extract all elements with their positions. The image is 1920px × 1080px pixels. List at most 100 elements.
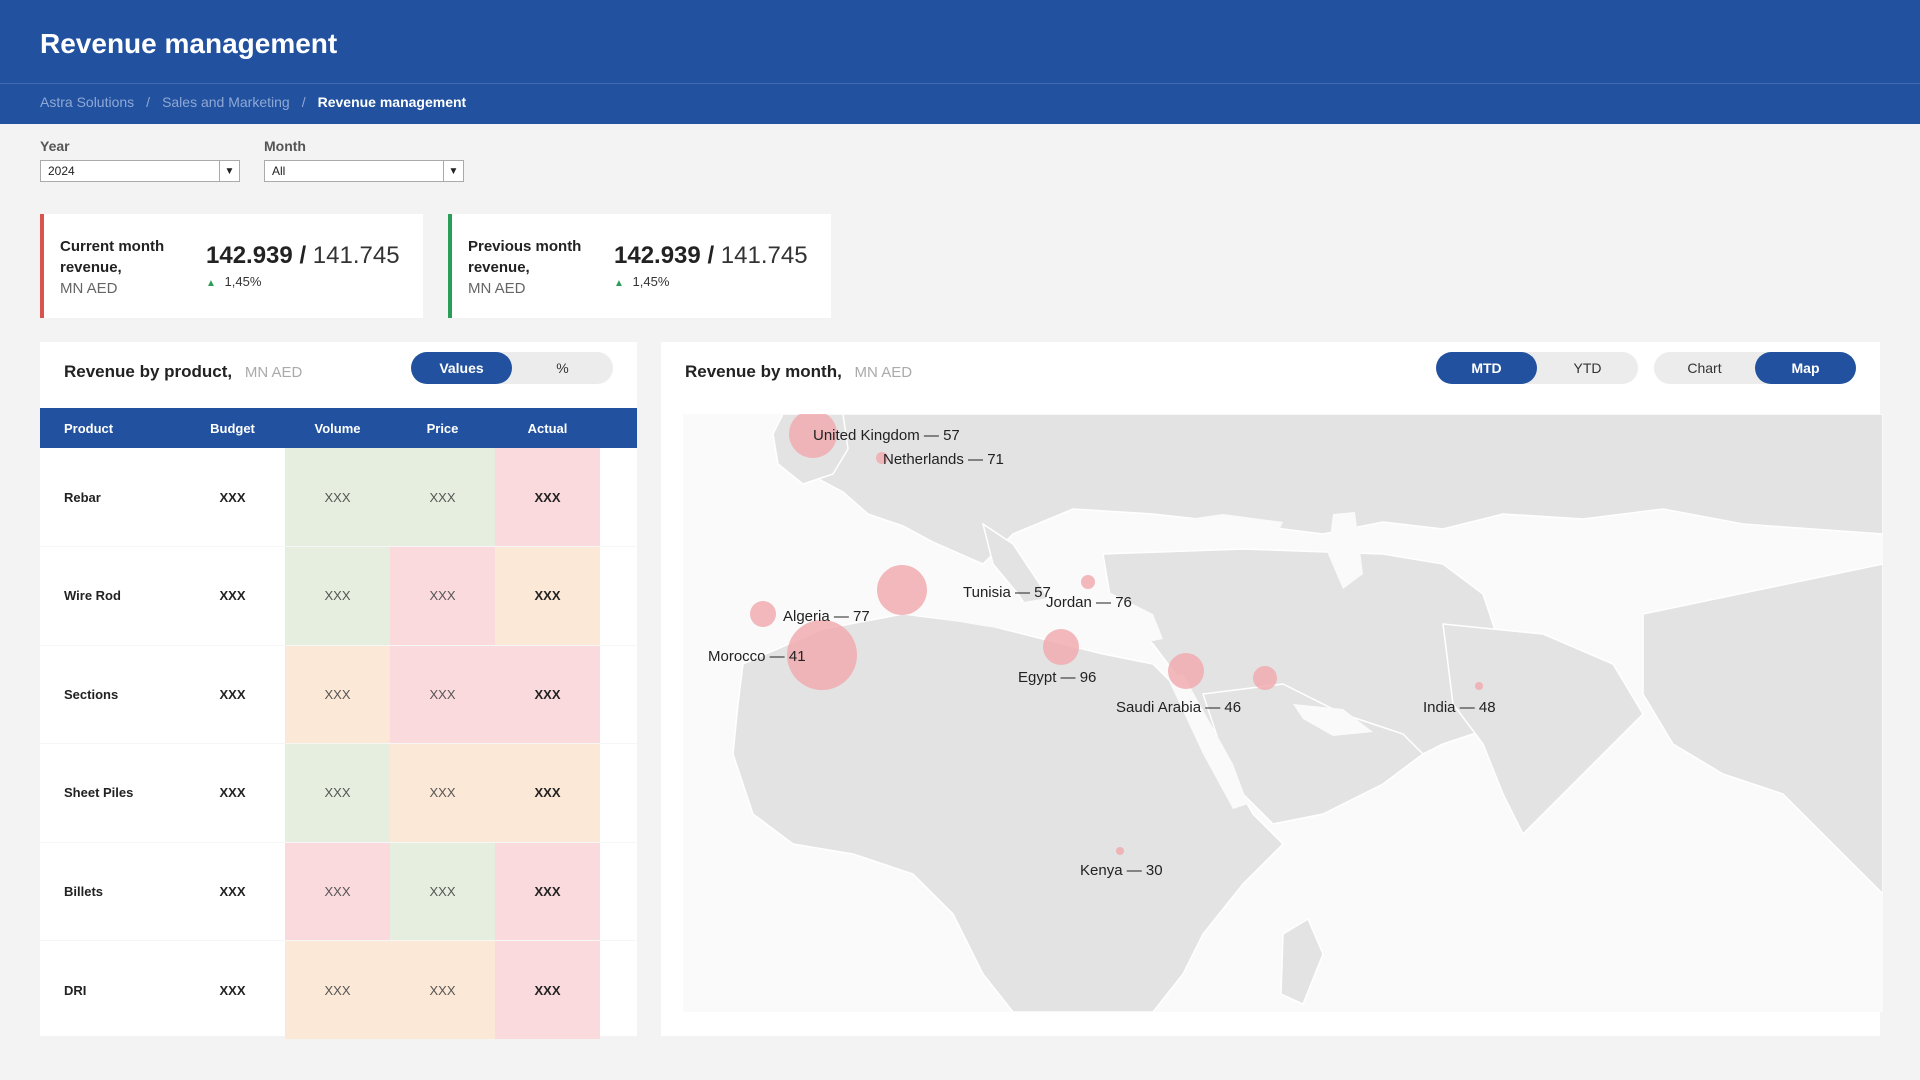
table-row[interactable]: Sections XXX XXX XXX XXX bbox=[40, 644, 637, 744]
page-title: Revenue management bbox=[40, 28, 338, 59]
kpi-change-value: 1,45% bbox=[632, 274, 670, 289]
revenue-map[interactable]: United Kingdom — 57 Netherlands — 71 Tun… bbox=[683, 414, 1883, 1012]
table-row[interactable]: Rebar XXX XXX XXX XXX bbox=[40, 448, 637, 547]
table-header-row: Product Budget Volume Price Actual bbox=[40, 408, 637, 448]
cell-budget: XXX bbox=[219, 489, 246, 505]
map-label-india: India — 48 bbox=[1423, 699, 1496, 716]
cell-product: Sections bbox=[40, 644, 180, 744]
column-header-budget[interactable]: Budget bbox=[180, 408, 285, 448]
triangle-up-icon: ▲ bbox=[206, 278, 216, 289]
month-select[interactable]: All ▼ bbox=[264, 160, 464, 182]
cell-price: XXX bbox=[390, 841, 495, 941]
panel-title-unit: MN AED bbox=[244, 364, 303, 381]
cell-spacer bbox=[600, 644, 637, 744]
cell-spacer bbox=[600, 743, 637, 842]
month-filter: Month All ▼ bbox=[264, 138, 464, 182]
kpi-unit: MN AED bbox=[468, 280, 526, 297]
cell-budget: XXX bbox=[180, 841, 285, 941]
kpi-change: ▲ 1,45% bbox=[614, 274, 669, 289]
bubble-algeria[interactable] bbox=[750, 601, 776, 627]
revenue-by-month-panel: Revenue by month, MN AED MTD YTD Chart M… bbox=[661, 342, 1883, 1036]
landmass-africa bbox=[732, 613, 1285, 1012]
breadcrumb-item-current: Revenue management bbox=[317, 94, 467, 110]
column-header-product[interactable]: Product bbox=[40, 408, 180, 448]
app-header: Revenue management Astra Solutions / Sal… bbox=[0, 0, 1920, 124]
toggle-ytd[interactable]: YTD bbox=[1573, 360, 1602, 376]
revenue-by-product-panel: Revenue by product, MN AED Values % Prod… bbox=[40, 342, 637, 1039]
bubble-india[interactable] bbox=[1475, 682, 1483, 690]
map-svg: United Kingdom — 57 Netherlands — 71 Tun… bbox=[683, 414, 1883, 1012]
water-black-sea bbox=[1153, 514, 1283, 549]
caret-down-icon[interactable]: ▼ bbox=[443, 161, 463, 181]
kpi-value-separator: / bbox=[707, 242, 721, 269]
bubble-gulf[interactable] bbox=[1253, 666, 1277, 690]
kpi-unit: MN AED bbox=[60, 280, 118, 297]
cell-product: Wire Rod bbox=[40, 546, 180, 645]
toggle-values[interactable]: Values bbox=[411, 352, 512, 384]
kpi-card-previous-month: Previous month revenue, MN AED 142.939 /… bbox=[448, 214, 831, 318]
cell-spacer bbox=[600, 546, 637, 645]
kpi-change-value: 1,45% bbox=[224, 274, 262, 289]
landmass-southeast-asia bbox=[1642, 563, 1883, 896]
landmass-madagascar bbox=[1280, 917, 1324, 1006]
cell-volume: XXX bbox=[285, 743, 390, 842]
cell-volume: XXX bbox=[285, 546, 390, 645]
toggle-percent[interactable]: % bbox=[556, 360, 569, 376]
bubble-morocco[interactable] bbox=[787, 620, 857, 690]
map-label-kenya: Kenya — 30 bbox=[1080, 862, 1163, 879]
caret-down-icon[interactable]: ▼ bbox=[219, 161, 239, 181]
cell-budget: XXX bbox=[180, 546, 285, 645]
toggle-mtd[interactable]: MTD bbox=[1436, 352, 1537, 384]
table-row[interactable]: Wire Rod XXX XXX XXX XXX bbox=[40, 546, 637, 645]
panel-title-text: Revenue by month, bbox=[685, 362, 842, 381]
cell-price: XXX bbox=[390, 743, 495, 842]
toggle-map[interactable]: Map bbox=[1755, 352, 1856, 384]
breadcrumb-item-root[interactable]: Astra Solutions bbox=[40, 94, 135, 110]
bubble-egypt[interactable] bbox=[1043, 629, 1079, 665]
month-label: Month bbox=[264, 138, 306, 154]
cell-price: XXX bbox=[390, 546, 495, 645]
bubble-united-kingdom[interactable] bbox=[789, 414, 837, 458]
year-select[interactable]: 2024 ▼ bbox=[40, 160, 240, 182]
column-header-actual[interactable]: Actual bbox=[495, 408, 600, 448]
breadcrumb: Astra Solutions / Sales and Marketing / … bbox=[40, 94, 466, 110]
bubble-saudi-arabia[interactable] bbox=[1168, 653, 1204, 689]
table-row[interactable]: Sheet Piles XXX XXX XXX XXX bbox=[40, 743, 637, 842]
table-row[interactable]: Billets XXX XXX XXX XXX bbox=[40, 841, 637, 941]
bubble-jordan[interactable] bbox=[1081, 575, 1095, 589]
cell-budget: XXX bbox=[180, 940, 285, 1039]
bubble-tunisia[interactable] bbox=[877, 565, 927, 615]
cell-price: XXX bbox=[390, 644, 495, 744]
bubble-netherlands[interactable] bbox=[876, 452, 888, 464]
cell-spacer bbox=[600, 448, 637, 547]
cell-product: Rebar bbox=[64, 489, 101, 505]
water-red-sea bbox=[1168, 674, 1248, 809]
column-header-volume[interactable]: Volume bbox=[285, 408, 390, 448]
year-value: 2024 bbox=[48, 164, 75, 178]
map-label-egypt: Egypt — 96 bbox=[1018, 669, 1096, 686]
map-label-tunisia: Tunisia — 57 bbox=[963, 584, 1051, 601]
cell-actual: XXX bbox=[495, 743, 600, 842]
map-bubbles bbox=[750, 414, 1483, 855]
cell-actual: XXX bbox=[495, 644, 600, 744]
water-caspian bbox=[1328, 512, 1363, 589]
column-header-spacer bbox=[600, 408, 637, 448]
water-persian-gulf bbox=[1293, 704, 1373, 736]
map-label-netherlands: Netherlands — 71 bbox=[883, 451, 1004, 468]
toggle-chart[interactable]: Chart bbox=[1687, 360, 1722, 376]
period-toggle: MTD YTD bbox=[1436, 352, 1638, 384]
map-label-saudi-arabia: Saudi Arabia — 46 bbox=[1116, 699, 1241, 716]
cell-volume: XXX bbox=[285, 841, 390, 941]
map-water-bodies bbox=[883, 512, 1373, 809]
table-row[interactable]: DRI XXX XXX XXX XXX bbox=[40, 940, 637, 1039]
cell-actual: XXX bbox=[495, 841, 600, 941]
panel-title-text: Revenue by product, bbox=[64, 362, 233, 381]
kpi-card-current-month: Current month revenue, MN AED 142.939 / … bbox=[40, 214, 423, 318]
cell-spacer bbox=[600, 841, 637, 941]
column-header-price[interactable]: Price bbox=[390, 408, 495, 448]
landmass-india bbox=[1442, 623, 1644, 836]
breadcrumb-separator: / bbox=[301, 94, 306, 110]
bubble-kenya[interactable] bbox=[1116, 847, 1124, 855]
breadcrumb-item-section[interactable]: Sales and Marketing bbox=[162, 94, 290, 110]
cell-budget: XXX bbox=[180, 644, 285, 744]
